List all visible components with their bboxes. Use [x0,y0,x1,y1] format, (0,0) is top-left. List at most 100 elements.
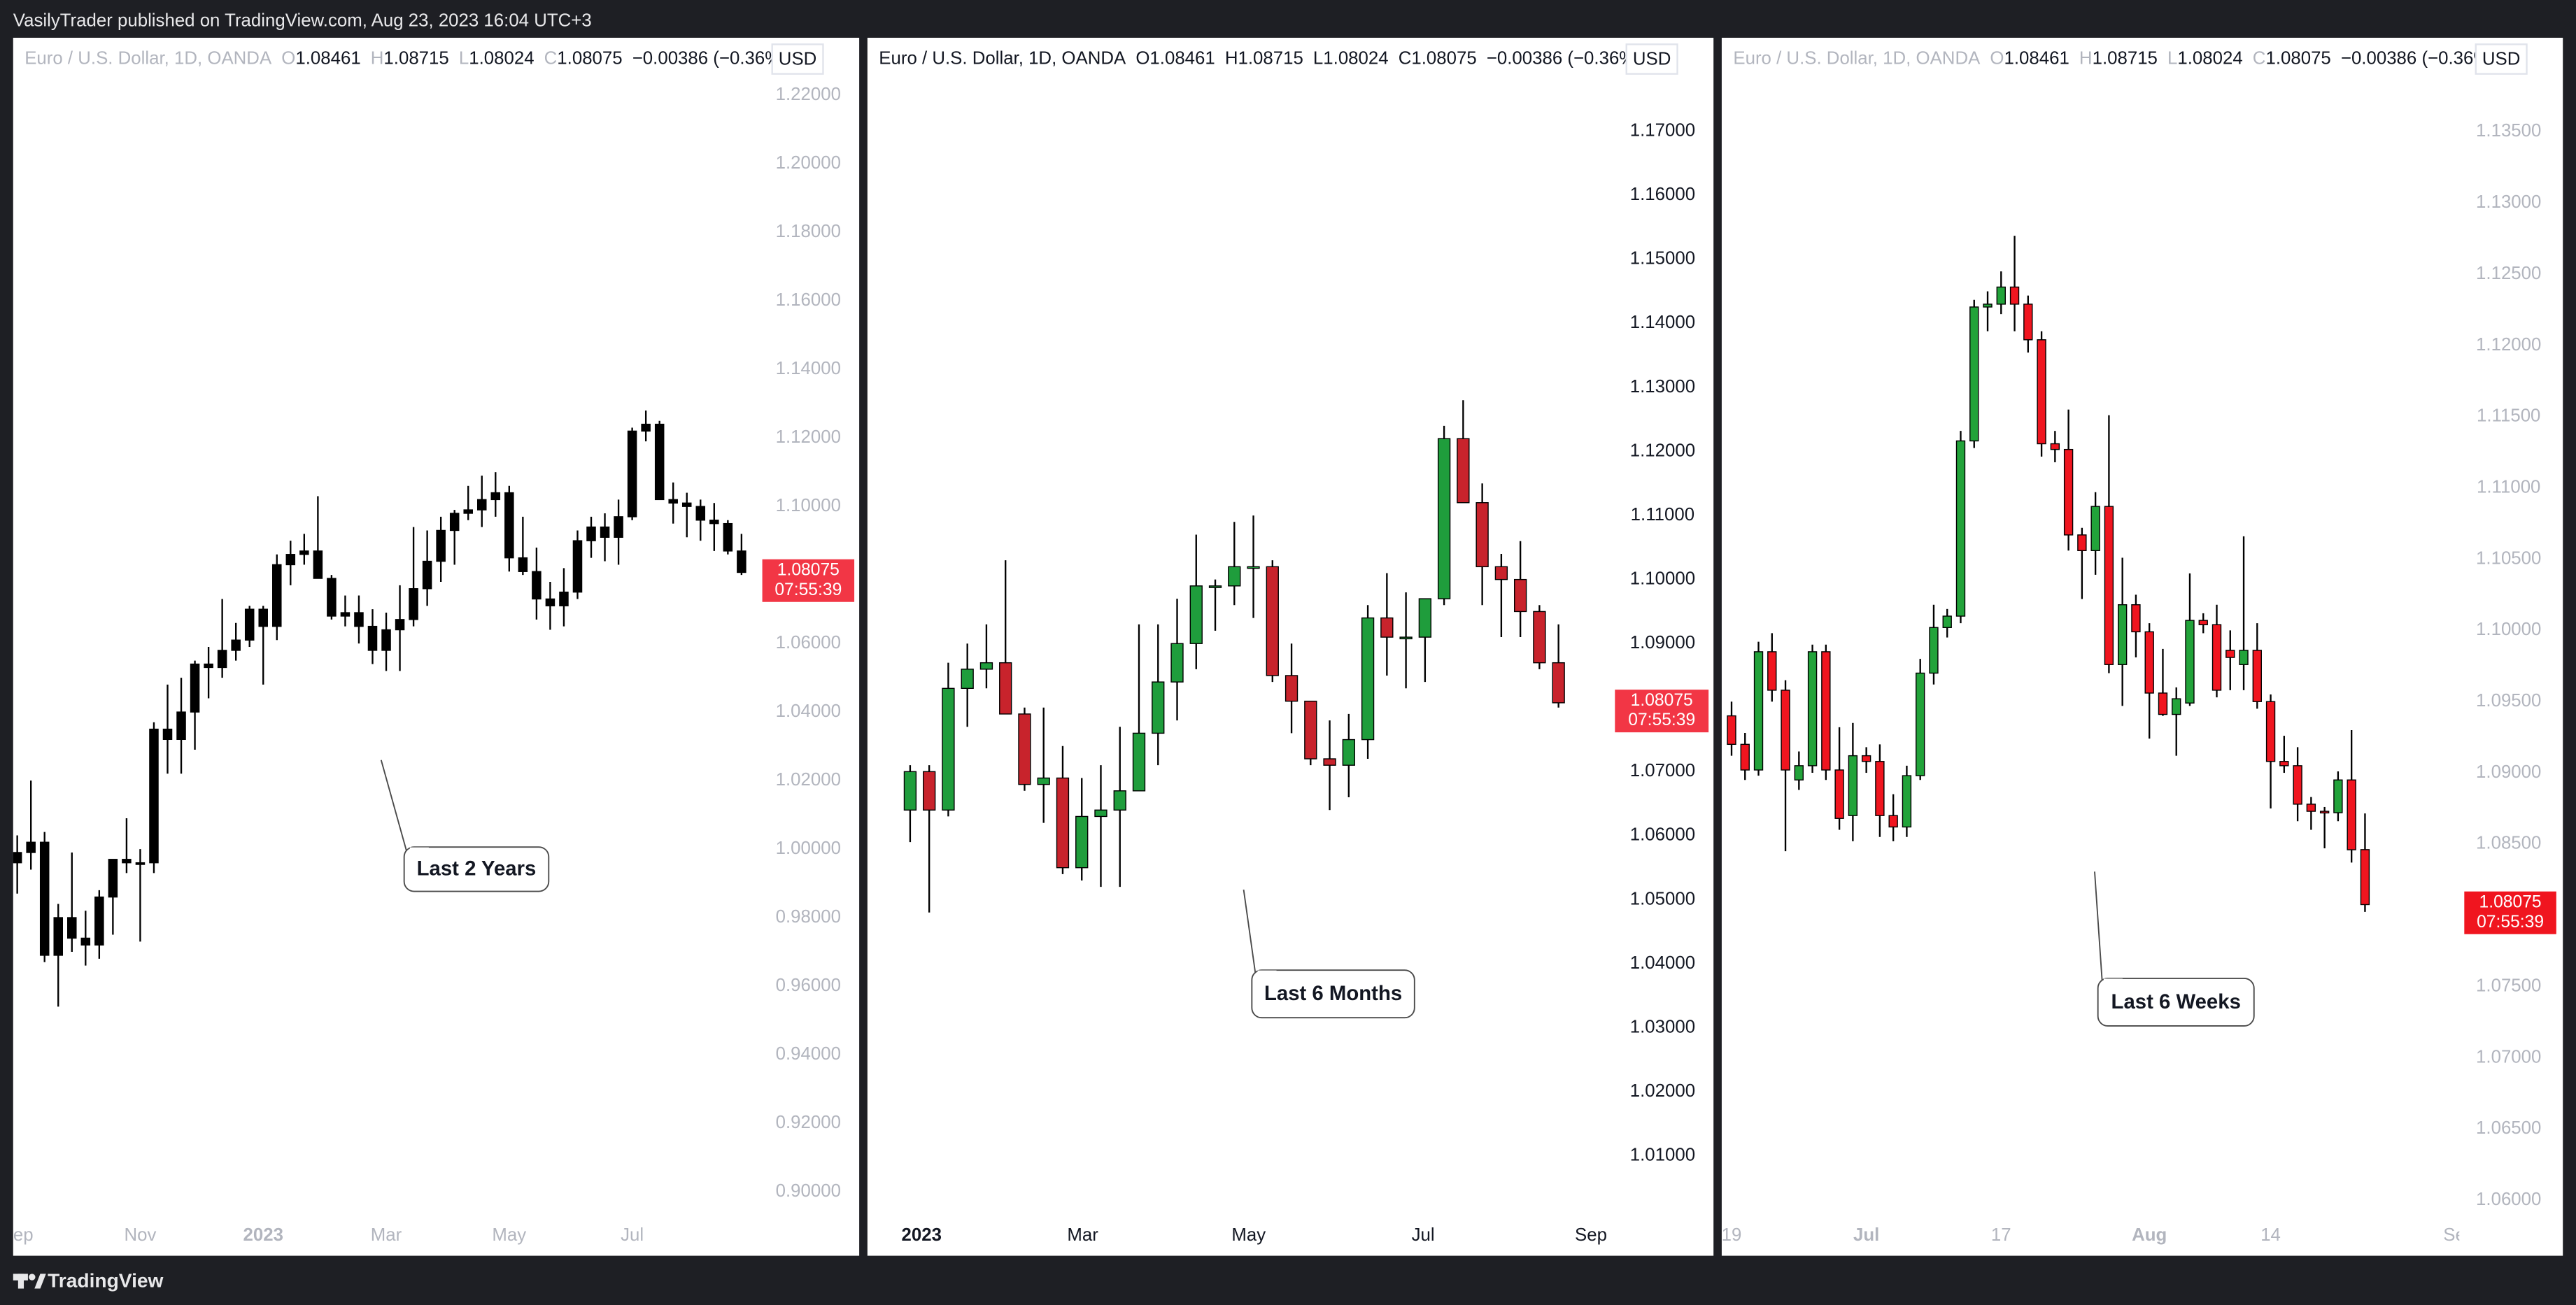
candle-body [1170,643,1184,683]
ohlc-value: 1.08461 [2004,48,2069,68]
ohlc-value: 1.08075 [1411,48,1476,68]
candle-body [2063,448,2074,536]
ohlc-label: O [1135,48,1149,68]
candle-body [518,557,528,572]
candle-body [436,529,446,562]
y-tick-label: 0.94000 [776,1044,841,1064]
candle-body [299,550,309,555]
candle-body [94,896,104,946]
candle-body [1152,681,1165,734]
candle-body [2319,811,2330,814]
candle-body [2360,849,2370,906]
change: −0.00386 (−0.36%) [1487,48,1641,68]
y-tick-label: 1.10000 [2476,620,2541,639]
x-tick-label: 2023 [243,1225,283,1245]
price-countdown: 07:55:39 [1628,711,1695,729]
currency-box [771,43,824,75]
y-tick-label: 1.10500 [2476,548,2541,568]
candle-body [641,423,651,432]
y-tick-label: 0.92000 [776,1113,841,1132]
candle-body [545,598,555,606]
y-tick-label: 1.04000 [776,701,841,721]
candle-body [654,423,665,501]
candle-body [903,771,917,811]
candle-body [1533,611,1546,664]
y-tick-label: 1.02000 [1630,1081,1695,1101]
candle-body [2131,604,2141,633]
candle-body [1247,566,1260,569]
candle-body [1189,585,1203,644]
candle-body [504,492,514,559]
callout-box [403,846,550,892]
candle-body [1457,438,1470,504]
ohlc-value: 1.08715 [383,48,448,68]
panel-background [13,37,860,1256]
y-tick-label: 1.22000 [776,85,841,104]
y-tick-label: 0.90000 [776,1181,841,1201]
x-tick-label: Jul [1853,1225,1879,1245]
x-axis: 2023 Mar May Jul Sep [902,1225,1607,1245]
candle-body [1767,651,1777,691]
candle-body [1875,761,1885,816]
candle-body [2144,631,2154,694]
y-tick-label: 1.07500 [2476,976,2541,995]
candle-body [272,564,282,627]
price-label-value: 1.08075 [777,561,840,580]
candle-body [149,728,159,864]
candle-body [1753,651,1764,771]
x-tick-label: May [492,1225,526,1245]
candle-body [476,499,487,511]
candle-body [1132,732,1146,792]
candle-body [1969,306,1979,442]
candle-body [2158,692,2168,715]
y-tick-label: 0.98000 [776,907,841,927]
candle-body [723,522,733,552]
price-label-value: 1.08075 [1631,691,1693,710]
candle-body [2198,620,2208,625]
callout-box [2097,977,2255,1027]
candle-body [1807,651,1818,766]
ohlc-value: 1.08075 [2265,48,2330,68]
candles [903,400,1565,913]
annotation: Last 6 Months [1264,982,1402,1005]
price-label [2464,891,2556,934]
ohlc-value: 1.08075 [557,48,622,68]
y-tick-label: 1.16000 [1630,185,1695,204]
candle-body [2306,804,2316,812]
candle-body [258,608,268,627]
candle-body [2279,761,2289,766]
x-axis: Sep Nov 2023 Mar May Jul [13,1225,644,1245]
candle-body [668,499,678,504]
candle-body [559,591,569,606]
candle-body [449,513,460,532]
y-tick-label: 0.96000 [776,976,841,995]
candle-body [999,662,1012,715]
y-tick-label: 1.00000 [776,839,841,858]
y-tick-label: 1.06000 [2476,1190,2541,1209]
price-countdown: 07:55:39 [774,580,842,599]
change: −0.00386 (−0.36%) [2341,48,2496,68]
candle-body [1781,690,1790,771]
y-tick-label: 1.10000 [1630,569,1695,588]
legend: Euro / U.S. Dollar, 1D, OANDA O1.08461 H1.… [24,48,787,68]
y-tick-label: 1.05000 [1630,889,1695,908]
y-tick-label: 1.09000 [2476,762,2541,782]
chart-panel: 1.17000 1.16000 1.15000 1.14000 1.13000 1.120… [867,37,1714,1256]
candle-body [695,506,706,521]
candle-body [1834,769,1844,819]
candle-body [1861,755,1871,762]
candle-body [135,862,146,865]
candle-body [1361,617,1375,741]
ohlc-value: 1.08461 [1149,48,1215,68]
candle-body [422,560,432,590]
currency-box [1625,43,1678,75]
candle-body [2265,701,2276,762]
candle-body [39,841,50,956]
candle-body [1380,617,1394,638]
candle-body [532,571,542,600]
x-tick-label: 19 [1722,1225,1742,1245]
y-tick-label: 1.03000 [1630,1017,1695,1036]
ohlc-value: 1.08024 [469,48,534,68]
ohlc-value: 1.08715 [1238,48,1303,68]
